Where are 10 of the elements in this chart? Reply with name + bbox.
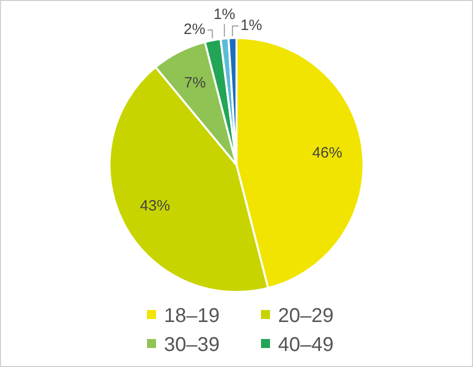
data-label: 1% xyxy=(240,17,262,34)
legend-label: 30–39 xyxy=(163,334,221,357)
legend-label: 20–29 xyxy=(277,305,335,328)
data-label: 7% xyxy=(184,74,206,92)
data-label: 43% xyxy=(140,198,170,215)
legend-label: 18–19 xyxy=(163,305,221,328)
data-label: 46% xyxy=(312,144,342,162)
data-label: 2% xyxy=(184,21,206,38)
legend-label: 40–49 xyxy=(277,334,335,357)
data-label: 1% xyxy=(214,6,236,24)
